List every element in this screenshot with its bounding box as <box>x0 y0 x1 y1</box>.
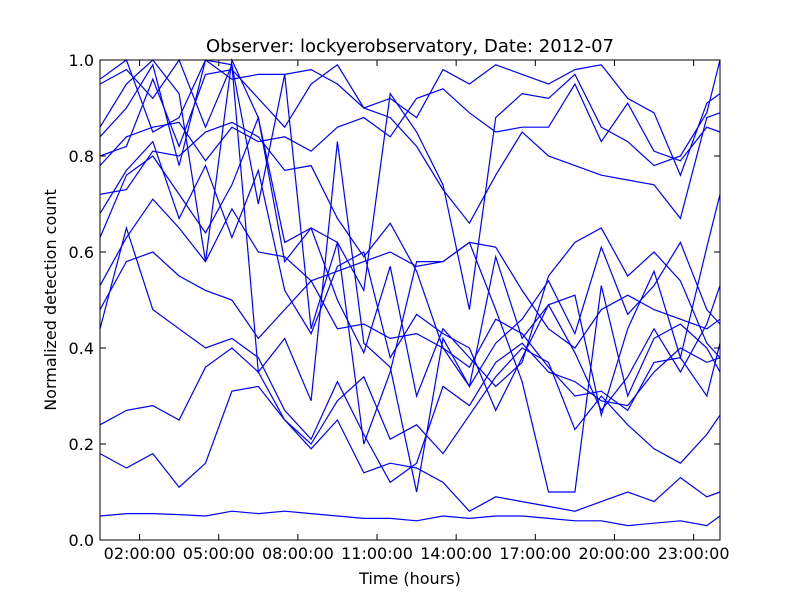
x-tick-label: 05:00:00 <box>183 544 255 563</box>
y-tick-label: 0.4 <box>69 339 94 358</box>
x-tick-label: 20:00:00 <box>579 544 651 563</box>
series-line-9 <box>99 121 721 388</box>
x-tick-label: 11:00:00 <box>341 544 413 563</box>
series-line-2 <box>99 385 721 512</box>
series-line-14 <box>99 58 721 329</box>
x-tick-label: 17:00:00 <box>499 544 571 563</box>
series-line-10 <box>99 82 721 167</box>
series-line-3 <box>99 347 721 464</box>
series-line-11 <box>99 63 721 177</box>
y-tick-label: 0.0 <box>69 531 94 550</box>
y-tick-label: 0.2 <box>69 435 94 454</box>
y-tick-label: 1.0 <box>69 51 94 70</box>
y-tick-label: 0.6 <box>69 243 94 262</box>
series-line-8 <box>99 140 721 412</box>
y-tick-label: 0.8 <box>69 147 94 166</box>
x-tick-label: 14:00:00 <box>420 544 492 563</box>
x-tick-label: 23:00:00 <box>658 544 730 563</box>
series-line-4 <box>99 225 721 484</box>
x-axis-ticks: 02:00:00 05:00:00 08:00:00 11:00:00 14:00:00… <box>104 60 730 563</box>
plot-frame <box>99 59 721 541</box>
chart-title: Observer: lockyerobservatory, Date: 2012… <box>206 36 614 57</box>
x-tick-label: 02:00:00 <box>104 544 176 563</box>
series-line-5 <box>99 251 721 412</box>
y-axis-label: Normalized detection count <box>41 189 60 411</box>
y-axis-ticks: 0.0 0.2 0.4 0.6 0.8 1.0 <box>69 51 720 550</box>
x-axis-label: Time (hours) <box>358 569 461 588</box>
series-line-1 <box>99 510 721 527</box>
x-tick-label: 08:00:00 <box>262 544 334 563</box>
series-line-13 <box>99 57 721 493</box>
series-line-7 <box>99 115 721 399</box>
